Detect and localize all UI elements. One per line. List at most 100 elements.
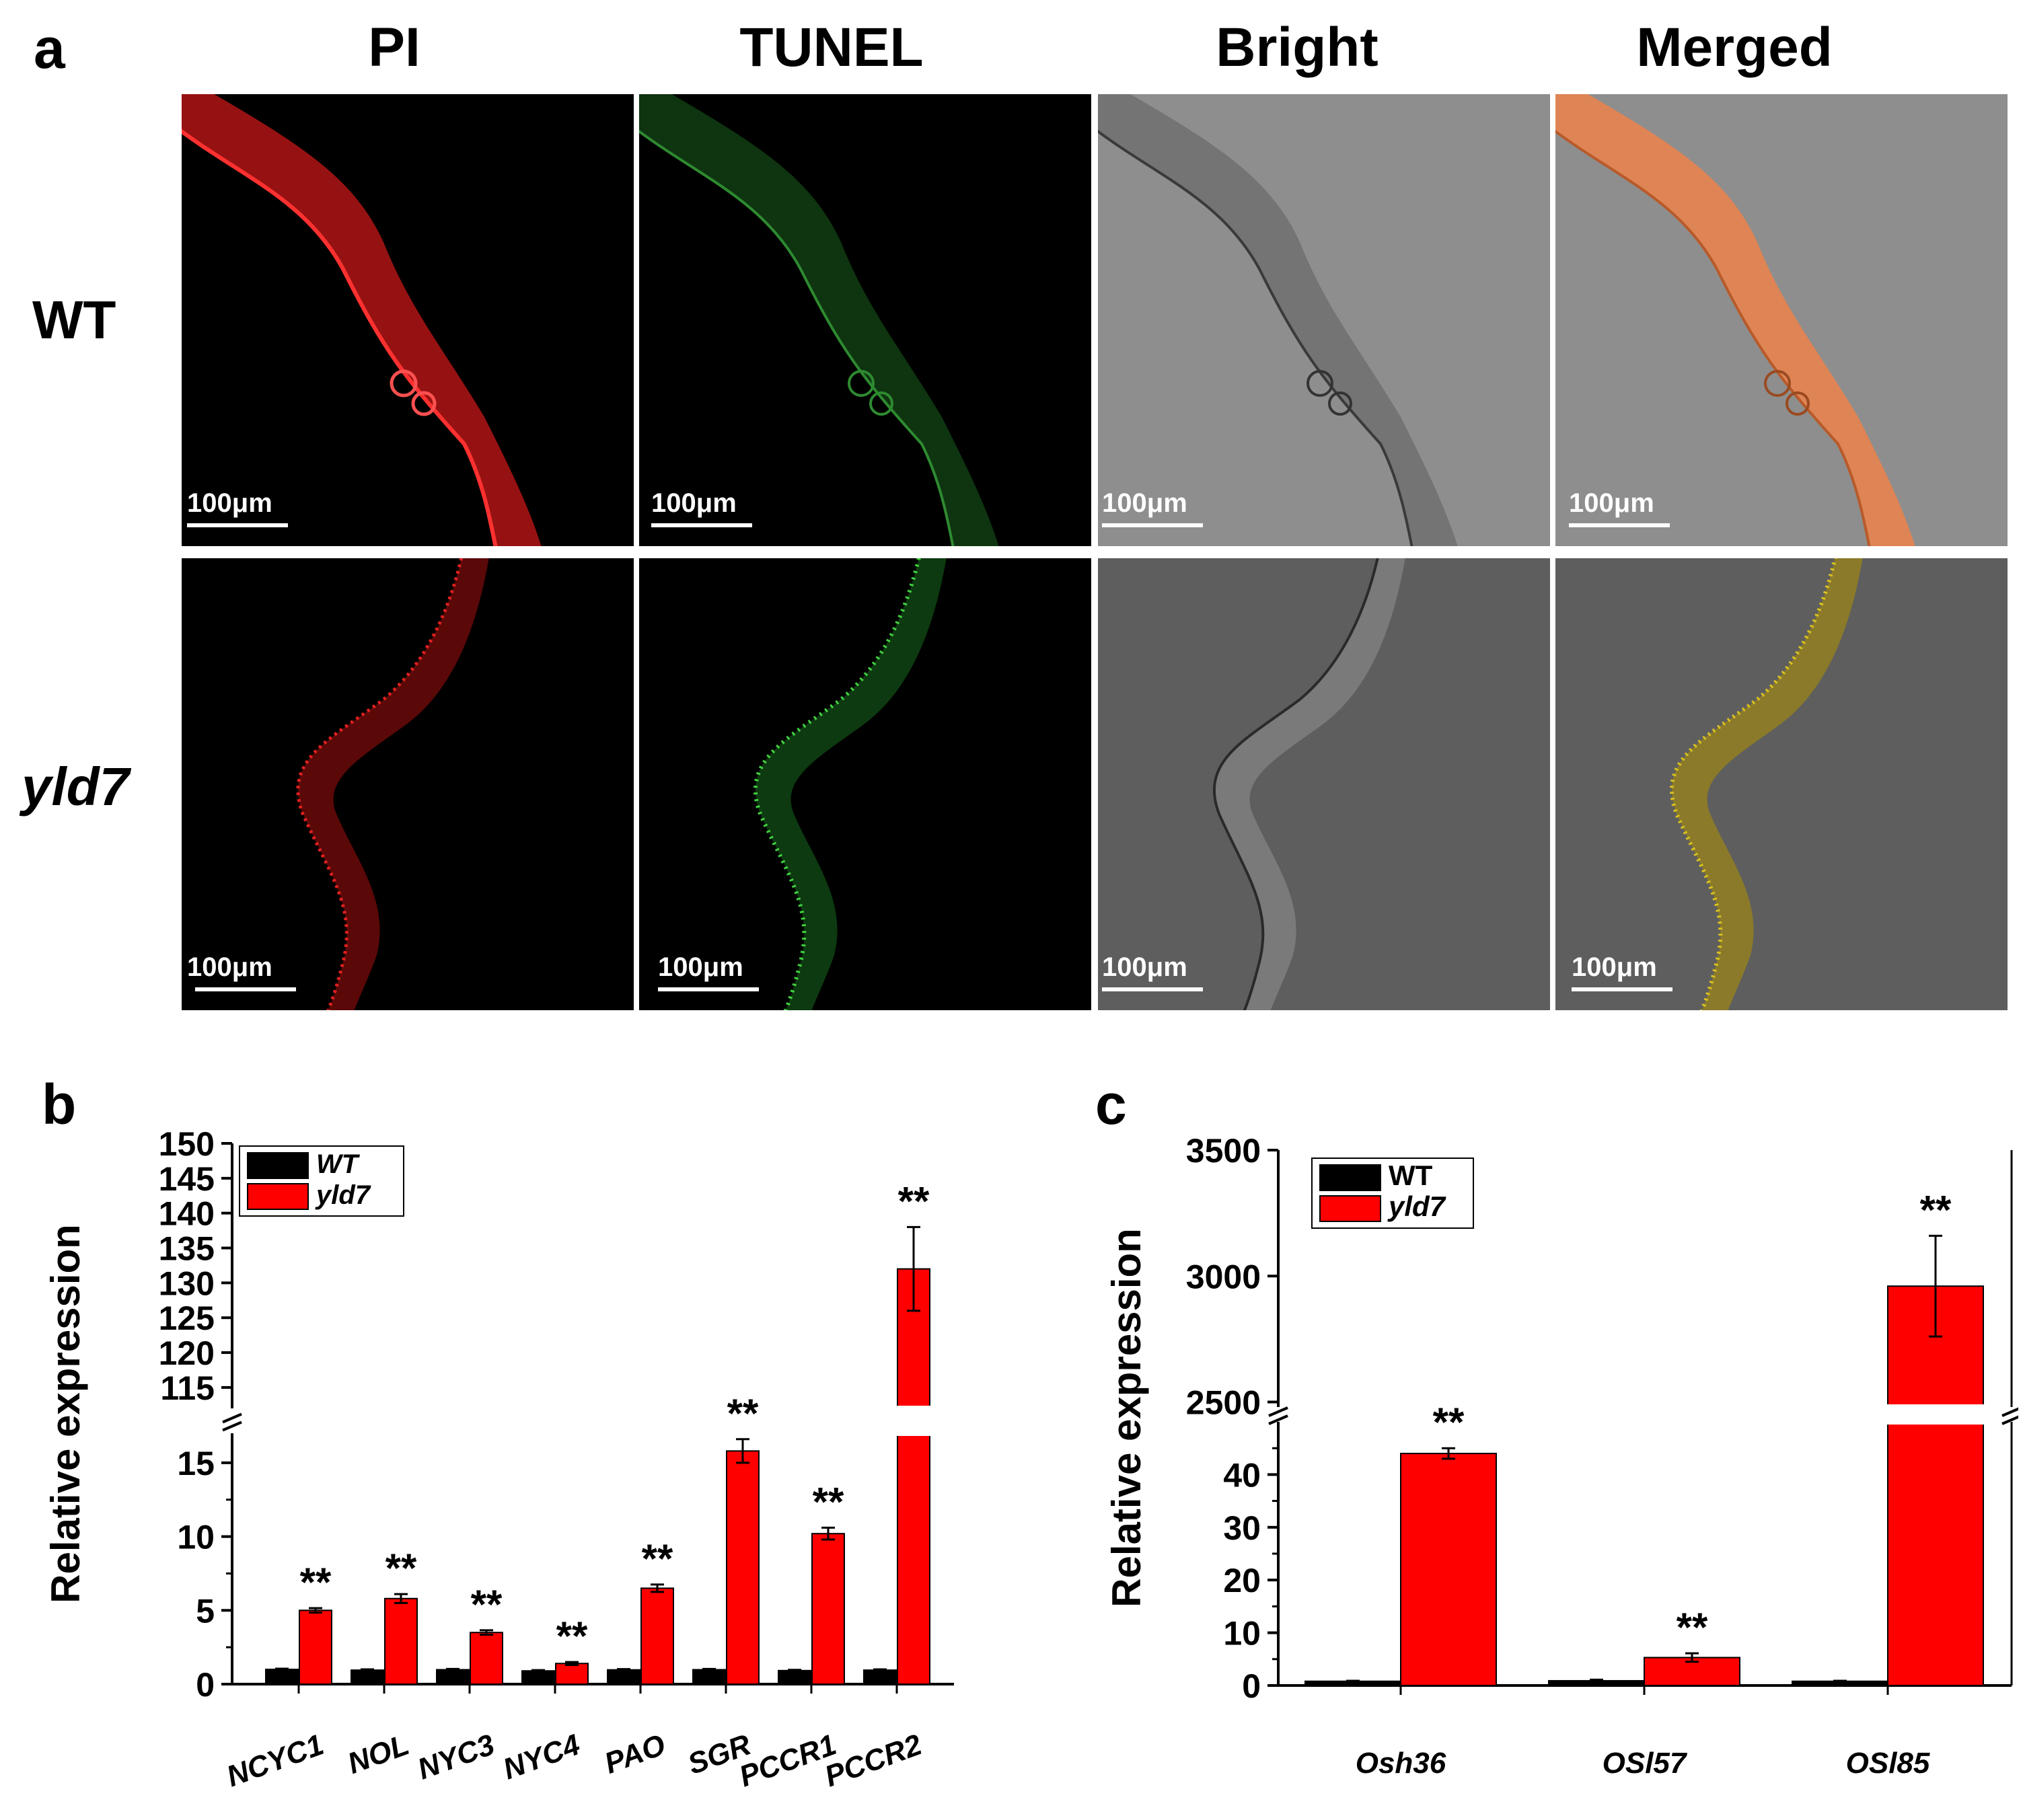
y-tick-label: 10 bbox=[177, 1519, 215, 1556]
x-category-label-OSl85: OSl85 bbox=[1846, 1747, 1930, 1780]
bar-WT-NCYC1 bbox=[265, 1669, 299, 1685]
significance-label: ** bbox=[1433, 1400, 1465, 1445]
bar-yld7-Osh36 bbox=[1400, 1453, 1497, 1686]
significance-label: ** bbox=[1920, 1187, 1952, 1232]
legend-label-WT: WT bbox=[316, 1149, 361, 1179]
bar-yld7-SGR bbox=[726, 1450, 760, 1685]
scale-bar bbox=[651, 523, 752, 527]
bar-yld7-NOL bbox=[384, 1597, 418, 1685]
column-header-bright: Bright bbox=[1216, 17, 1378, 78]
x-category-label-NCYC1: NCYC1 bbox=[223, 1728, 328, 1793]
bar-WT-NYC4 bbox=[521, 1670, 555, 1685]
micrograph-yld7-tunel: 100μm bbox=[639, 558, 1091, 1010]
legend-swatch-WT bbox=[247, 1152, 309, 1179]
scale-bar bbox=[1572, 987, 1672, 991]
scale-label: 100μm bbox=[1102, 952, 1187, 982]
x-category-label-NYC4: NYC4 bbox=[499, 1728, 584, 1786]
y-tick-label: 0 bbox=[196, 1666, 215, 1704]
legend-label-yld7: yld7 bbox=[1387, 1190, 1446, 1222]
x-category-label-PCCR2: PCCR2 bbox=[821, 1728, 926, 1793]
micrograph-wt-pi: 100μm bbox=[182, 94, 634, 546]
bar-WT-NYC3 bbox=[436, 1669, 470, 1685]
column-header-pi: PI bbox=[368, 17, 420, 78]
row-label-wt: WT bbox=[32, 290, 116, 350]
scale-bar bbox=[187, 523, 288, 527]
bar-yld7-PCCR2 bbox=[897, 1268, 930, 1685]
micrograph-yld7-bright: 100μm bbox=[1098, 558, 1550, 1010]
axis-break-mark bbox=[222, 1420, 242, 1432]
y-axis-label: Relative expression bbox=[1104, 1228, 1149, 1607]
significance-label: ** bbox=[1677, 1605, 1708, 1650]
bar-WT-PAO bbox=[607, 1669, 640, 1685]
legend-swatch-WT bbox=[1319, 1164, 1381, 1191]
y-tick-label: 3500 bbox=[1186, 1132, 1261, 1170]
y-tick-label: 150 bbox=[159, 1125, 215, 1163]
scale-bar bbox=[1569, 523, 1670, 527]
micrograph-yld7-pi: 100μm bbox=[182, 558, 634, 1010]
bar-WT-SGR bbox=[692, 1669, 726, 1685]
y-tick-label: 3000 bbox=[1186, 1258, 1261, 1295]
bar-yld7-NCYC1 bbox=[299, 1609, 332, 1685]
axis-break-mark bbox=[2001, 1407, 2018, 1417]
significance-label: ** bbox=[300, 1560, 332, 1605]
micrograph-wt-merged: 100μm bbox=[1555, 94, 2008, 546]
y-tick-label: 20 bbox=[1223, 1562, 1261, 1599]
y-tick-label: 30 bbox=[1223, 1509, 1261, 1547]
bar-yld7-NYC4 bbox=[555, 1663, 589, 1685]
axis-break-mark bbox=[222, 1412, 242, 1424]
bar-yld7-PAO bbox=[640, 1587, 674, 1685]
bar-yld7-PCCR1 bbox=[811, 1533, 845, 1685]
y-tick-label: 140 bbox=[159, 1195, 215, 1233]
scale-label: 100μm bbox=[187, 488, 272, 518]
x-category-label-NOL: NOL bbox=[343, 1728, 413, 1780]
significance-label: ** bbox=[898, 1178, 930, 1223]
bar-WT-PCCR1 bbox=[778, 1669, 811, 1685]
y-tick-label: 10 bbox=[1223, 1615, 1261, 1653]
legend-label-yld7: yld7 bbox=[315, 1180, 371, 1210]
y-tick-label: 135 bbox=[159, 1230, 215, 1268]
x-category-label-OSl57: OSl57 bbox=[1603, 1747, 1688, 1780]
y-tick-label: 15 bbox=[177, 1445, 215, 1482]
axis-break-mark bbox=[1268, 1414, 1288, 1425]
y-tick-label: 130 bbox=[159, 1264, 215, 1302]
bar-WT-PCCR2 bbox=[863, 1669, 897, 1685]
scale-bar bbox=[1102, 987, 1203, 991]
x-category-label-NYC3: NYC3 bbox=[413, 1728, 499, 1786]
panel-letter-c: c bbox=[1095, 1073, 1127, 1136]
axis-break-mark bbox=[2001, 1415, 2018, 1425]
y-tick-label: 120 bbox=[159, 1334, 215, 1372]
bar-WT-NOL bbox=[351, 1669, 384, 1685]
column-header-merged: Merged bbox=[1636, 17, 1833, 78]
x-category-label-PAO: PAO bbox=[600, 1728, 669, 1780]
panel-letter-b: b bbox=[42, 1073, 77, 1136]
x-category-label-Osh36: Osh36 bbox=[1356, 1747, 1446, 1780]
scale-label: 100μm bbox=[658, 952, 743, 982]
scale-bar bbox=[195, 987, 296, 991]
panel-letter-a: a bbox=[34, 17, 65, 80]
significance-label: ** bbox=[813, 1479, 844, 1524]
significance-label: ** bbox=[471, 1582, 503, 1627]
significance-label: ** bbox=[727, 1391, 759, 1436]
chart-c: 0 10 20 30 40 2500 3000 3500 Relative expression… bbox=[1104, 1132, 2018, 1780]
row-label-yld7: yld7 bbox=[22, 757, 130, 817]
y-tick-label: 5 bbox=[196, 1592, 215, 1630]
bar-yld7-OSl85 bbox=[1887, 1285, 1984, 1686]
significance-label: ** bbox=[556, 1614, 588, 1659]
y-axis-label: Relative expression bbox=[43, 1224, 88, 1603]
axis-break-mark bbox=[1268, 1406, 1288, 1417]
scale-label: 100μm bbox=[1102, 488, 1187, 518]
y-tick-label: 2500 bbox=[1186, 1384, 1261, 1422]
y-tick-label: 40 bbox=[1223, 1456, 1261, 1494]
y-tick-label: 125 bbox=[159, 1299, 215, 1337]
bar-break-gap bbox=[897, 1406, 930, 1436]
legend-label-WT: WT bbox=[1389, 1160, 1433, 1191]
scale-label: 100μm bbox=[1572, 952, 1657, 982]
bar-break-gap bbox=[1887, 1404, 1984, 1425]
micrograph-yld7-merged: 100μm bbox=[1555, 558, 2008, 1010]
y-tick-label: 0 bbox=[1242, 1667, 1261, 1705]
scale-bar bbox=[658, 987, 759, 991]
legend-swatch-yld7 bbox=[1319, 1195, 1381, 1222]
significance-label: ** bbox=[642, 1536, 673, 1581]
microscopy-grid: 100μm 100μm 100μm 100μm bbox=[182, 94, 2008, 1010]
